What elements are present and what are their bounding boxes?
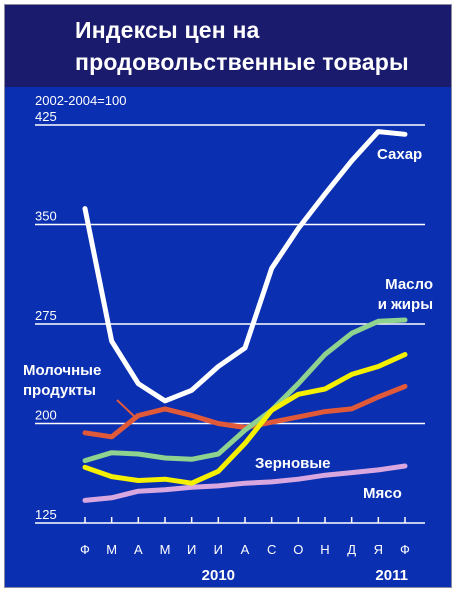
x-tick-label-5: И [214,542,223,557]
x-tick-label-6: А [241,542,250,557]
y-tick-label-275: 275 [35,308,57,323]
x-tick-label-9: Н [320,542,329,557]
series-label-Молочные-продукты-1: продукты [23,382,96,399]
x-tick-label-3: М [160,542,171,557]
year-label-2011: 2011 [375,567,408,584]
chart-title-line-2: продовольственные товары [75,49,409,75]
line-chart: 125 200 275 350 425 Ф М А М И И А С О Н Д Я Ф 2010 2011 Саха… [23,109,433,584]
y-tick-label-125: 125 [35,507,57,522]
base-period-note: 2002-2004=100 [35,93,127,108]
x-tick-label-8: О [293,542,303,557]
x-tick-label-2: А [134,542,143,557]
x-tick-label-1: М [106,542,117,557]
chart-title-line-1: Индексы цен на [75,17,260,43]
chart-frame: Индексы цен на продовольственные товары … [4,4,452,588]
series-label-Зерновые-0: Зерновые [255,455,331,472]
y-tick-label-200: 200 [35,408,57,423]
series-label-Сахар-0: Сахар [377,146,422,163]
x-tick-label-7: С [267,542,276,557]
x-tick-label-0: Ф [80,542,90,557]
series-line-Зерновые [82,352,408,486]
x-tick-label-12: Ф [400,542,410,557]
chart-header: Индексы цен на продовольственные товары [5,5,451,87]
y-tick-label-425: 425 [35,109,57,124]
series-label-Мясо-0: Мясо [363,485,402,502]
series-line-Масло-и-жиры [82,317,408,464]
series-label-Масло-и-жиры-1: и жиры [378,296,433,313]
y-tick-label-350: 350 [35,209,57,224]
series-label-Масло-и-жиры-0: Масло [385,276,433,293]
x-tick-label-10: Д [347,542,356,557]
dairy-label-pointer [116,399,136,418]
series-line-Сахар [82,129,408,404]
year-label-2010: 2010 [202,567,235,584]
x-tick-label-11: Я [374,542,383,557]
series-label-Молочные-продукты-0: Молочные [23,362,101,379]
x-tick-label-4: И [187,542,196,557]
series-line-Мясо [82,463,408,503]
